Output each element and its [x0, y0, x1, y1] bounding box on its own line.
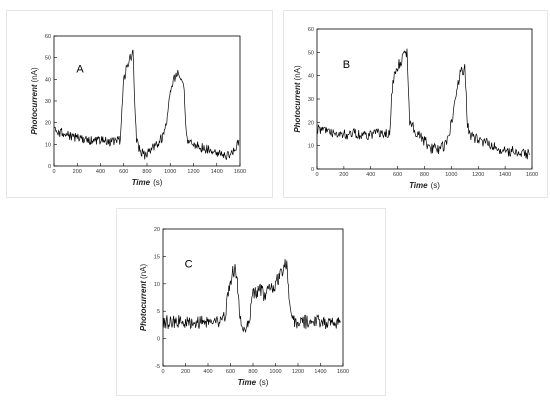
photocurrent-trace-a — [53, 49, 240, 160]
x-tick-label: 1400 — [499, 172, 511, 178]
y-tick-label: 20 — [154, 227, 160, 233]
x-tick-label: 200 — [181, 369, 190, 375]
y-tick-label: 10 — [45, 142, 51, 148]
x-axis-label-text: Time — [409, 181, 428, 190]
x-tick-label: 1200 — [292, 369, 304, 375]
chart-panel-b: 0 200 400 600 800 1000 1200 1400 1600 0 10 20 30 40 50… — [283, 10, 548, 198]
y-tick-label: 0 — [157, 337, 160, 343]
x-tick-label: 200 — [73, 169, 82, 175]
y-axis-unit: (nA) — [293, 65, 302, 80]
y-axis-label: Photocurrent (nA) — [293, 65, 302, 133]
y-axis-label: Photocurrent (nA) — [139, 263, 148, 331]
plot-frame-c — [162, 228, 344, 367]
y-tick-label: 10 — [154, 282, 160, 288]
chart-a-svg: 0 200 400 600 800 1000 1200 1400 1600 0 10 20 30 40 50… — [30, 34, 246, 187]
y-tick-label: 5 — [157, 309, 160, 315]
chart-b-svg: 0 200 400 600 800 1000 1200 1400 1600 0 10 20 30 40 50… — [293, 27, 538, 190]
y-tick-label: 20 — [308, 120, 314, 126]
x-tick-label: 800 — [142, 169, 151, 175]
chart-c-svg: 0 200 400 600 800 1000 1200 1400 1600-505101520C… — [139, 227, 349, 387]
x-tick-label: 400 — [203, 369, 212, 375]
x-axis-unit: (s) — [431, 181, 441, 190]
x-tick-label: 0 — [161, 369, 164, 375]
x-tick-label: 400 — [96, 169, 105, 175]
x-tick-label: 1600 — [234, 169, 246, 175]
x-tick-label: 1000 — [164, 169, 176, 175]
photocurrent-trace-b — [316, 48, 530, 160]
y-axis-label-text: Photocurrent — [139, 281, 148, 332]
x-tick-label: 600 — [393, 172, 402, 178]
x-tick-label: 400 — [366, 172, 375, 178]
y-axis-label: Photocurrent (nA) — [30, 67, 39, 135]
x-axis-label-text: Time — [132, 178, 151, 187]
panel-label: C — [185, 258, 193, 270]
x-tick-label: 0 — [315, 172, 318, 178]
chart-panel-c: 0 200 400 600 800 1000 1200 1400 1600 -5 0 5 10 15 20 C… — [116, 208, 386, 396]
y-axis-label-text: Photocurrent — [293, 82, 302, 133]
y-axis-label-text: Photocurrent — [30, 84, 39, 135]
y-tick-label: -5 — [155, 364, 160, 370]
x-tick-label: 1600 — [337, 369, 349, 375]
y-tick-label: 60 — [308, 27, 314, 33]
y-tick-label: 40 — [45, 77, 51, 83]
x-axis-unit: (s) — [259, 378, 269, 387]
y-tick-label: 20 — [45, 121, 51, 127]
x-axis-unit: (s) — [153, 178, 163, 187]
x-tick-label: 1200 — [187, 169, 199, 175]
y-axis-unit: (nA) — [139, 263, 148, 278]
x-axis-label: Time (s) — [132, 178, 163, 187]
plot-frame-b — [316, 28, 533, 170]
x-tick-label: 600 — [119, 169, 128, 175]
x-tick-label: 1400 — [211, 169, 223, 175]
y-tick-label: 40 — [308, 74, 314, 80]
y-tick-label: 10 — [308, 144, 314, 150]
y-tick-label: 15 — [154, 254, 160, 260]
chart-panel-a: 0 200 400 600 800 1000 1200 1400 1600 0 10 20 30 40 50… — [6, 10, 273, 198]
x-tick-label: 200 — [339, 172, 348, 178]
x-tick-label: 800 — [420, 172, 429, 178]
x-axis-label-text: Time — [238, 378, 257, 387]
y-tick-label: 0 — [311, 167, 314, 173]
x-tick-label: 1400 — [314, 369, 326, 375]
y-tick-label: 50 — [45, 56, 51, 62]
x-axis-label: Time (s) — [238, 378, 269, 387]
y-tick-label: 0 — [48, 164, 51, 170]
x-tick-label: 1600 — [526, 172, 538, 178]
y-tick-label: 30 — [45, 99, 51, 105]
panel-label: A — [76, 63, 84, 75]
x-tick-label: 800 — [248, 369, 257, 375]
x-axis-label: Time (s) — [409, 181, 440, 190]
x-tick-label: 1200 — [472, 172, 484, 178]
x-tick-label: 0 — [52, 169, 55, 175]
photocurrent-trace-c — [162, 259, 341, 334]
y-tick-label: 60 — [45, 34, 51, 40]
x-tick-label: 1000 — [269, 369, 281, 375]
x-tick-label: 1000 — [445, 172, 457, 178]
y-tick-label: 50 — [308, 50, 314, 56]
y-tick-label: 30 — [308, 97, 314, 103]
panel-label: B — [343, 59, 350, 71]
x-tick-label: 600 — [226, 369, 235, 375]
plot-frame-a — [53, 35, 241, 167]
y-axis-unit: (nA) — [30, 67, 39, 82]
